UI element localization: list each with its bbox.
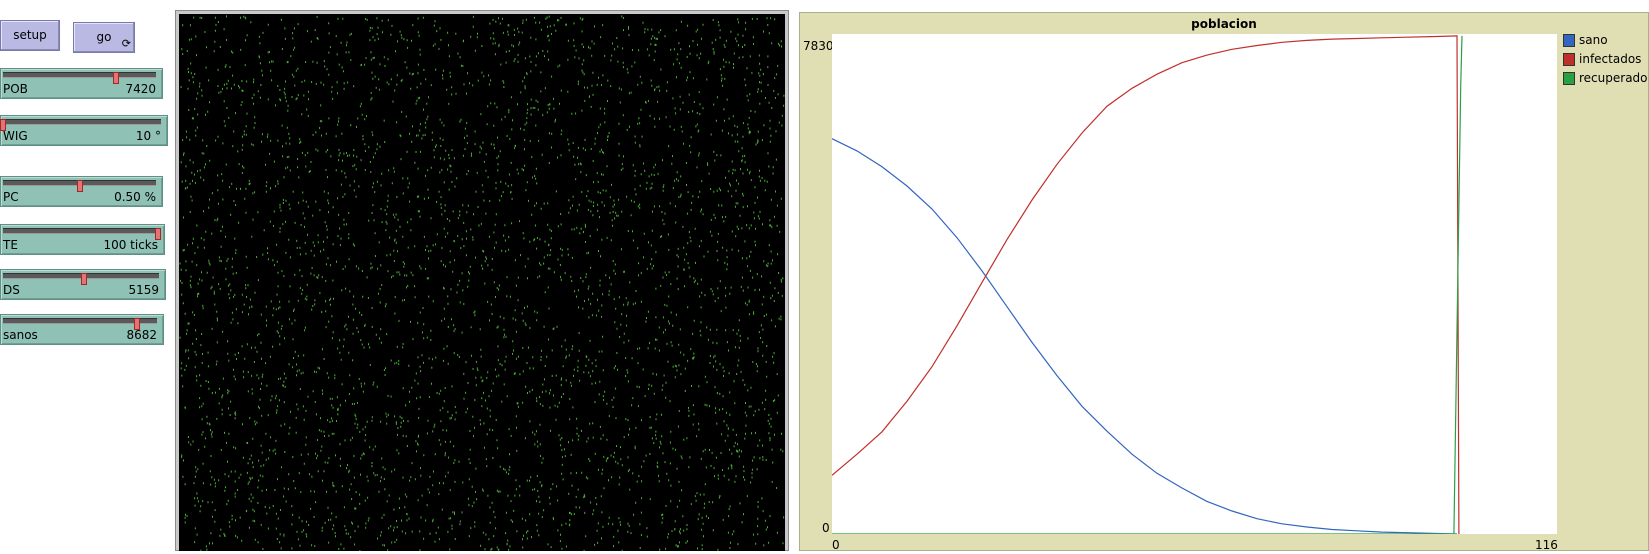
slider-knob[interactable] xyxy=(133,318,140,330)
cycle-arrows-icon: ⟳ xyxy=(121,37,131,50)
slider-label: POB xyxy=(3,82,28,96)
slider-value: 5159 xyxy=(128,283,159,297)
slider-knob[interactable] xyxy=(0,119,6,131)
plot-legend: sano infectados recuperado xyxy=(1563,33,1648,90)
legend-swatch xyxy=(1563,72,1575,85)
world-agents xyxy=(179,15,785,552)
slider-track xyxy=(0,119,161,131)
slider-value: 100 ticks xyxy=(103,238,158,252)
slider-label: WIG xyxy=(3,129,28,143)
slider-te[interactable]: TE 100 ticks xyxy=(0,224,165,255)
slider-track xyxy=(3,273,159,285)
legend-item-sano: sano xyxy=(1563,33,1648,52)
y-min-label: 0 xyxy=(822,521,830,535)
slider-value: 8682 xyxy=(126,328,157,342)
slider-label: PC xyxy=(3,190,19,204)
x-max-label: 116 xyxy=(1535,538,1558,552)
agent-dots xyxy=(179,15,785,552)
legend-swatch xyxy=(1563,53,1575,66)
slider-track xyxy=(3,318,157,330)
slider-label: TE xyxy=(3,238,18,252)
series-line-sano xyxy=(831,138,1458,535)
plot-poblacion: poblacion 7830 0 0 116 sano infectados rec… xyxy=(799,12,1649,552)
go-button-label: go xyxy=(96,30,112,44)
slider-label: DS xyxy=(3,283,20,297)
slider-sanos[interactable]: sanos 8682 xyxy=(0,314,164,345)
slider-wig[interactable]: WIG 10 ° xyxy=(0,115,168,146)
plot-title: poblacion xyxy=(1191,17,1257,31)
y-max-label: 7830 xyxy=(803,39,834,53)
legend-label: infectados xyxy=(1579,52,1642,66)
slider-track xyxy=(3,180,156,192)
plot-area xyxy=(831,34,1557,535)
slider-track xyxy=(3,228,161,240)
legend-label: sano xyxy=(1579,33,1608,47)
x-min-label: 0 xyxy=(832,538,840,552)
slider-label: sanos xyxy=(3,328,38,342)
legend-swatch xyxy=(1563,34,1575,47)
slider-ds[interactable]: DS 5159 xyxy=(0,269,166,300)
world-view[interactable] xyxy=(179,14,785,552)
setup-button-label: setup xyxy=(13,28,47,42)
slider-track xyxy=(3,72,156,84)
legend-item-recuperado: recuperado xyxy=(1563,71,1648,90)
slider-pob[interactable]: POB 7420 xyxy=(0,68,163,99)
slider-knob[interactable] xyxy=(76,180,83,192)
slider-pc[interactable]: PC 0.50 % xyxy=(0,176,163,207)
slider-value: 0.50 % xyxy=(114,190,156,204)
slider-knob[interactable] xyxy=(113,72,120,84)
series-line-infectados xyxy=(831,35,1460,535)
legend-item-infectados: infectados xyxy=(1563,52,1648,71)
slider-value: 10 ° xyxy=(135,129,161,143)
go-button[interactable]: go ⟳ xyxy=(73,22,135,53)
setup-button[interactable]: setup xyxy=(0,20,60,51)
legend-label: recuperado xyxy=(1579,71,1648,85)
slider-value: 7420 xyxy=(125,82,156,96)
slider-knob[interactable] xyxy=(155,228,161,240)
slider-knob[interactable] xyxy=(81,273,88,285)
plot-lines xyxy=(831,35,1463,535)
series-line-recuperado xyxy=(832,35,1463,535)
